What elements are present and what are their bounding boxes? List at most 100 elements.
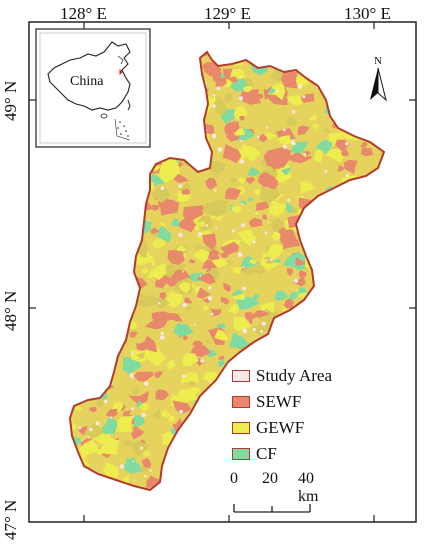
forest-patch [248,259,258,265]
forest-patch [155,186,168,195]
forest-patch [141,457,152,468]
study-area-speck [149,469,152,472]
study-area-speck [345,142,349,146]
forest-patch [255,201,270,211]
forest-patch [173,173,189,183]
forest-patch [239,115,245,121]
forest-patch [299,180,316,194]
forest-patch [283,152,309,164]
forest-patch [202,202,229,218]
forest-patch [150,227,160,234]
study-area-speck [217,147,223,152]
forest-patch [207,160,225,178]
study-area-speck [270,258,273,261]
forest-patch [230,206,243,213]
forest-patch [133,415,145,427]
forest-patch [281,167,291,176]
forest-patch [216,340,225,346]
forest-patch [75,406,83,411]
longitude-label-128: 128° E [60,4,107,23]
forest-patch [196,287,211,299]
forest-patch [150,189,172,203]
legend-label: GEWF [256,418,305,437]
forest-patch [164,291,184,309]
forest-patch [141,268,149,274]
forest-patch [215,102,226,115]
study-area-speck [140,446,143,450]
study-area-speck [242,266,245,269]
scale-label-20: 20 [262,470,278,487]
study-area-speck [182,302,188,308]
forest-patch [236,296,260,310]
study-area-speck [131,407,135,411]
forest-patch [247,167,261,176]
forest-patch [293,275,306,287]
study-area-speck [302,95,306,99]
forest-patch [297,125,310,136]
forest-patch [295,257,307,266]
forest-patch [83,423,104,440]
study-area-speck [261,321,266,326]
forest-patch [136,352,145,359]
forest-patch [181,188,191,195]
forest-patch [211,259,229,268]
study-area-speck [141,412,146,418]
study-area-speck [109,416,112,419]
forest-patch [287,291,299,300]
study-area-speck [130,375,134,379]
study-area-speck [78,426,82,430]
forest-patch [105,408,118,418]
forest-patch [313,148,323,164]
study-area-speck [147,219,150,221]
forest-patch [192,248,210,264]
study-area-speck [132,460,135,463]
forest-patch [217,359,225,368]
forest-patch [151,204,160,211]
study-area-speck [242,286,246,291]
forest-patch [227,304,241,314]
study-area-speck [144,474,147,478]
north-arrow-label: N [374,55,382,67]
study-area-speck [178,232,183,238]
forest-patch [253,265,266,275]
study-area-speck [237,252,243,257]
study-area-speck [252,327,256,332]
study-area-speck [231,229,235,233]
forest-patch [360,148,374,157]
study-area-speck [257,135,260,139]
forest-patch [214,329,230,341]
forest-patch [228,332,251,349]
study-area-speck [239,76,242,79]
study-area-speck [87,436,90,439]
forest-patch [176,244,187,252]
forest-patch [133,250,156,266]
study-area-speck [198,232,202,236]
study-area-speck [216,86,221,91]
study-area-speck [267,221,270,224]
forest-patch [343,159,358,175]
legend-swatch-sewf [232,396,250,408]
study-area-speck [160,186,165,190]
study-area-speck [89,427,93,432]
forest-patch [238,176,245,184]
forest-patch [193,344,212,358]
scale-label-40km: 40 km [298,470,319,505]
study-area-speck [179,409,183,414]
study-area-speck [291,110,296,114]
forest-patch [282,239,300,250]
forest-patch [233,105,248,121]
forest-patch [337,164,344,172]
forest-patch [197,221,205,227]
study-area-speck [241,223,245,228]
forest-patch [323,128,330,133]
study-area-speck [345,174,349,178]
forest-patch [252,310,271,318]
legend-label: Study Area [256,366,333,385]
study-area-speck [282,144,287,149]
forest-patch [268,88,276,95]
forest-patch [262,213,267,220]
study-area-speck [143,381,149,386]
forest-patch [215,77,227,87]
forest-patch [180,372,200,384]
forest-patch [70,430,83,448]
